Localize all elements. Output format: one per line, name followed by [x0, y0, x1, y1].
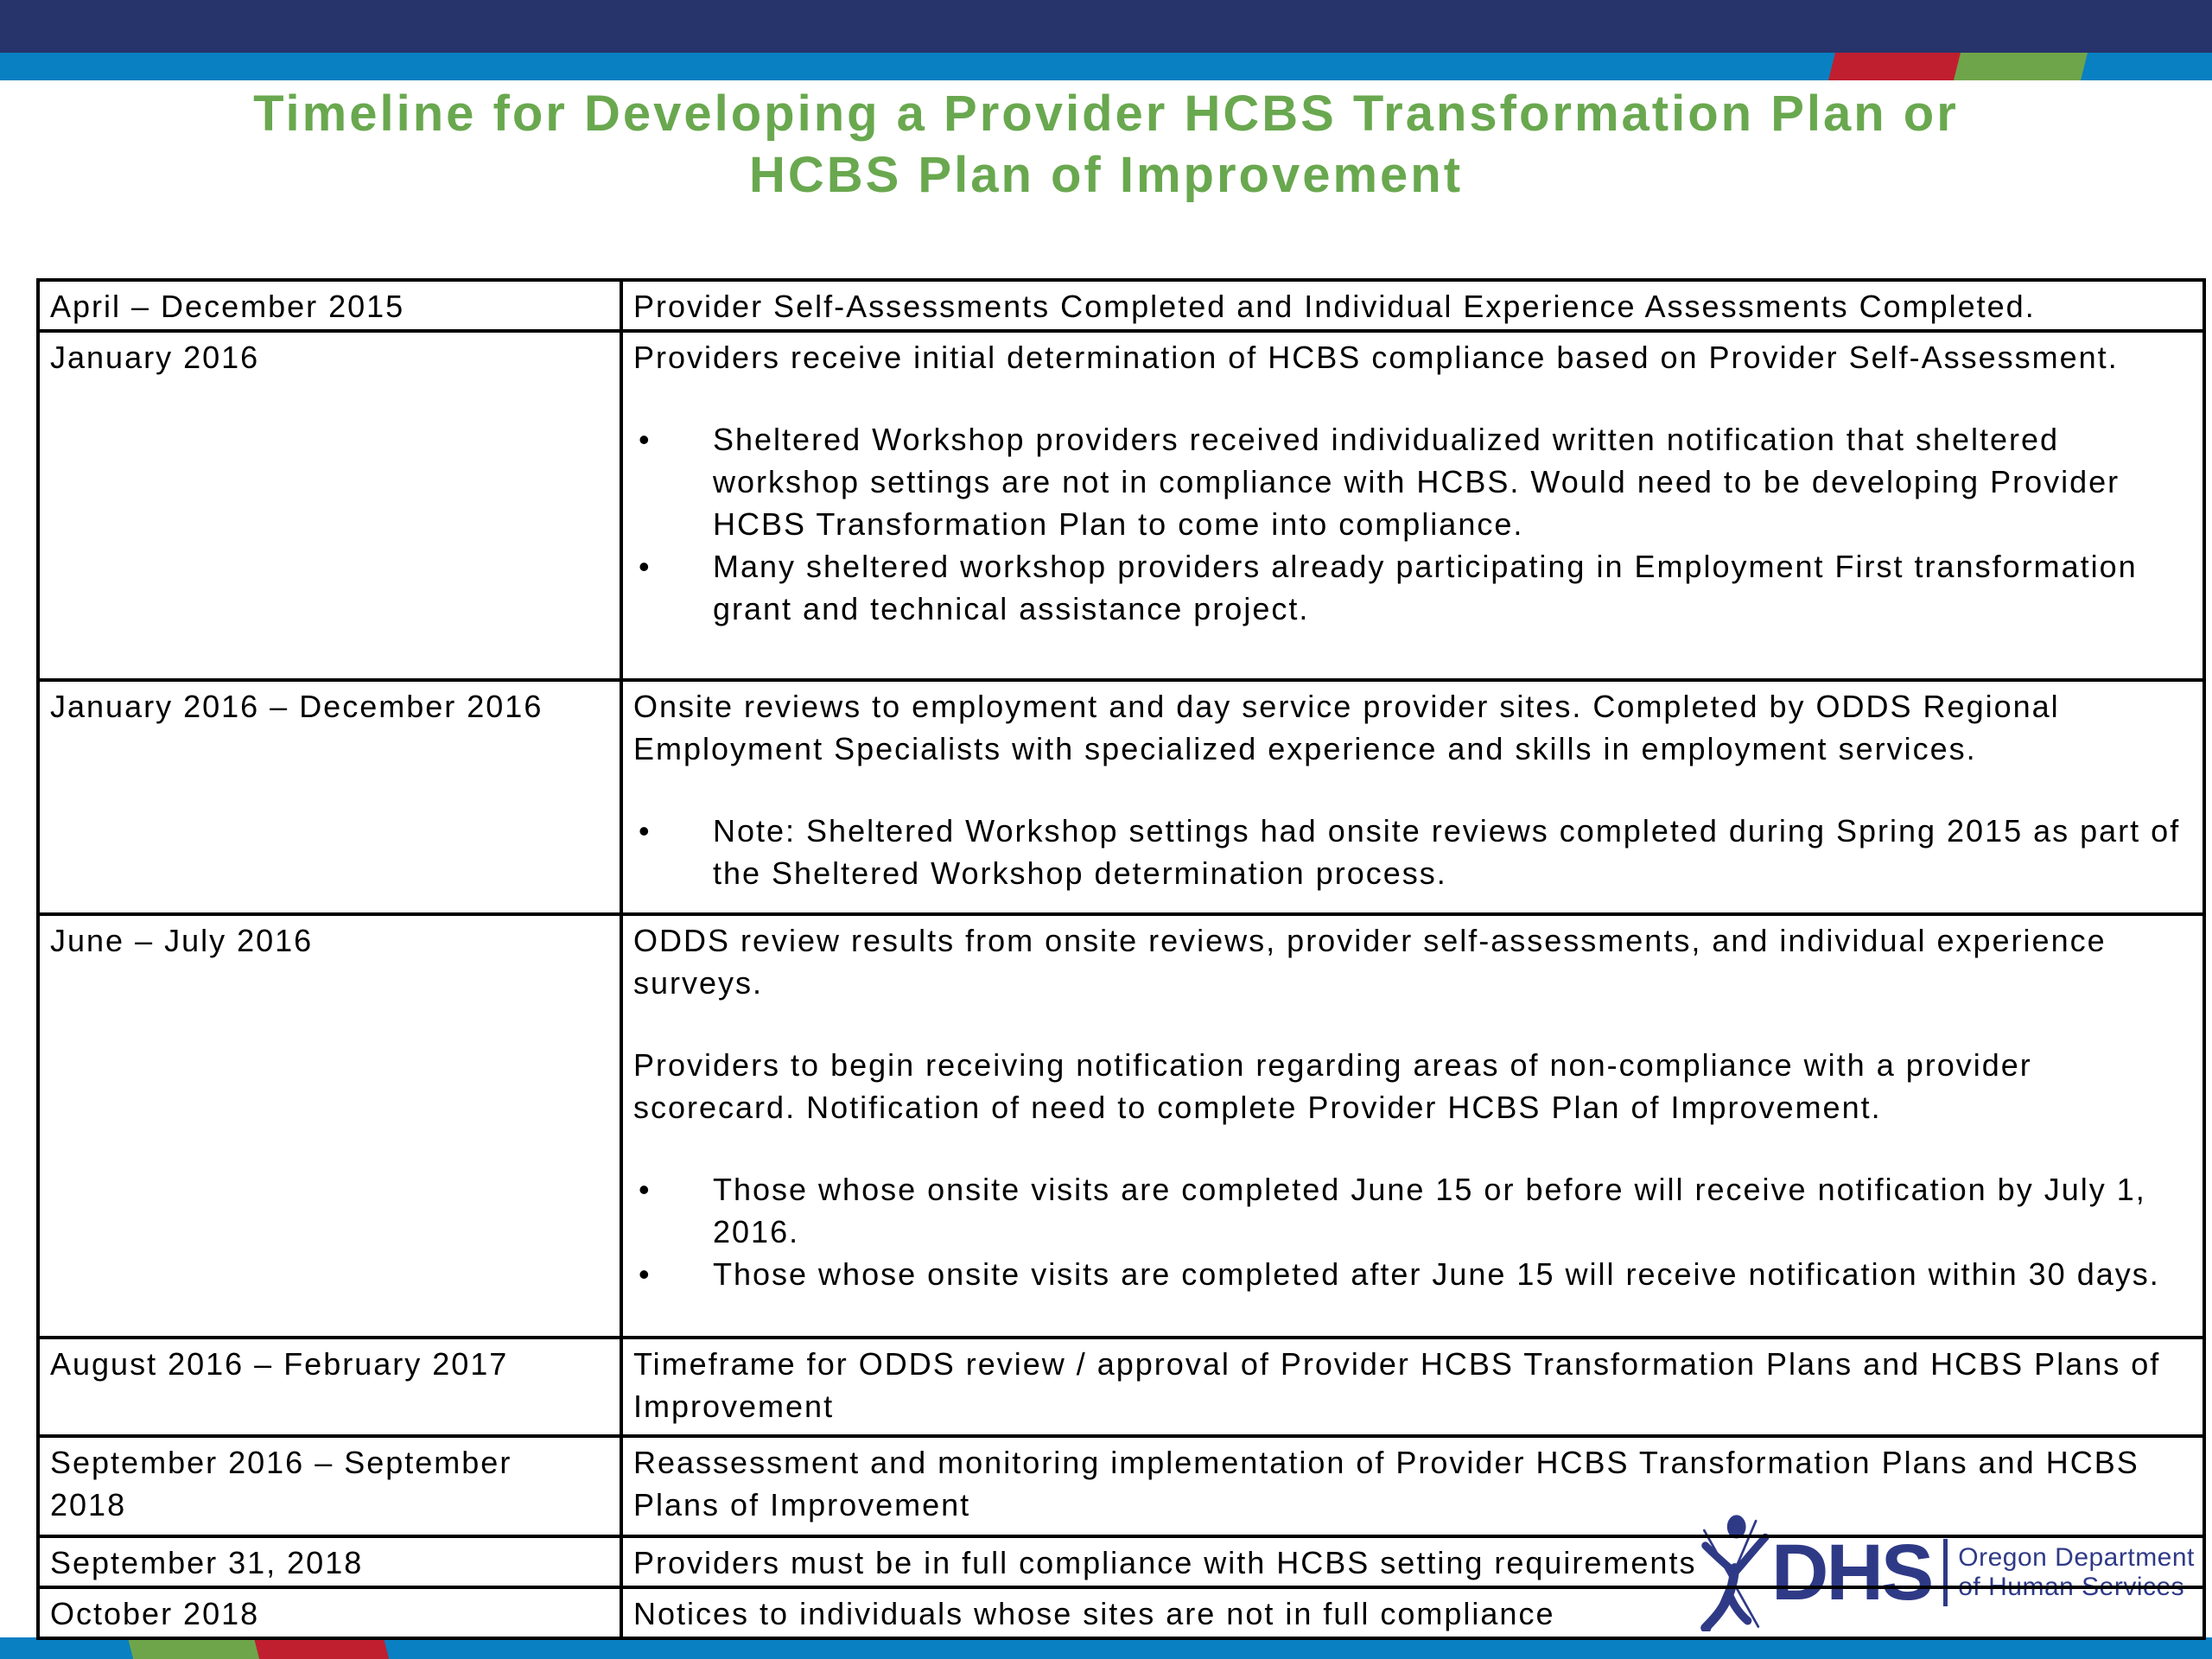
- bullet-list: Those whose onsite visits are completed …: [633, 1168, 2194, 1295]
- description-cell: Providers receive initial determination …: [620, 329, 2206, 682]
- bottom-stripe-red-segment: [253, 1637, 390, 1659]
- table-row: September 2016 – September 2018 Reassessm…: [36, 1434, 2206, 1538]
- top-stripe-green-segment: [1954, 53, 2088, 80]
- bullet-item: Many sheltered workshop providers alread…: [633, 545, 2194, 630]
- description-cell: Timeframe for ODDS review / approval of …: [620, 1336, 2206, 1438]
- timeline-table: April – December 2015 Provider Self-Asses…: [36, 278, 2206, 1640]
- date-cell: January 2016 – December 2016: [36, 678, 623, 916]
- table-row: October 2018 Notices to individuals whose…: [36, 1586, 2206, 1640]
- description-paragraph: Providers receive initial determination …: [633, 340, 2119, 375]
- description-paragraph: Provider Self-Assessments Completed and …: [633, 289, 2036, 324]
- table-row: January 2016 Providers receive initial de…: [36, 329, 2206, 682]
- description-paragraph: Providers must be in full compliance wit…: [633, 1545, 1697, 1580]
- description-cell: Onsite reviews to employment and day ser…: [620, 678, 2206, 916]
- description-paragraph: Notices to individuals whose sites are n…: [633, 1596, 1555, 1631]
- table-row: June – July 2016 ODDS review results from…: [36, 912, 2206, 1339]
- bullet-list: Sheltered Workshop providers received in…: [633, 418, 2194, 630]
- date-cell: September 2016 – September 2018: [36, 1434, 623, 1538]
- table-row: January 2016 – December 2016 Onsite revie…: [36, 678, 2206, 916]
- bullet-item: Note: Sheltered Workshop settings had on…: [633, 810, 2194, 894]
- description-cell: Notices to individuals whose sites are n…: [620, 1586, 2206, 1640]
- description-cell: ODDS review results from onsite reviews,…: [620, 912, 2206, 1339]
- table-row: April – December 2015 Provider Self-Asses…: [36, 278, 2206, 333]
- date-cell: October 2018: [36, 1586, 623, 1640]
- description-cell: Provider Self-Assessments Completed and …: [620, 278, 2206, 333]
- date-cell: August 2016 – February 2017: [36, 1336, 623, 1438]
- description-paragraph: Onsite reviews to employment and day ser…: [633, 689, 2060, 766]
- top-stripe-red-segment: [1828, 53, 1962, 80]
- slide-title-line-2: HCBS Plan of Improvement: [748, 147, 1464, 203]
- date-cell: January 2016: [36, 329, 623, 682]
- bullet-item: Sheltered Workshop providers received in…: [633, 418, 2194, 545]
- description-paragraph: ODDS review results from onsite reviews,…: [633, 923, 2107, 1001]
- date-cell: June – July 2016: [36, 912, 623, 1339]
- description-paragraph: Reassessment and monitoring implementati…: [633, 1445, 2139, 1522]
- slide-title: Timeline for Developing a Provider HCBS …: [0, 83, 2212, 206]
- description-paragraph: Providers to begin receiving notificatio…: [633, 1047, 2032, 1125]
- bottom-stripe-green-segment: [127, 1637, 260, 1659]
- top-navy-bar: [0, 0, 2212, 53]
- description-paragraph: Timeframe for ODDS review / approval of …: [633, 1346, 2161, 1424]
- description-cell: Reassessment and monitoring implementati…: [620, 1434, 2206, 1538]
- top-blue-stripe: [0, 53, 2212, 80]
- bullet-item: Those whose onsite visits are completed …: [633, 1253, 2194, 1295]
- table-row: August 2016 – February 2017 Timeframe for…: [36, 1336, 2206, 1438]
- slide-title-line-1: Timeline for Developing a Provider HCBS …: [253, 86, 1959, 142]
- bullet-item: Those whose onsite visits are completed …: [633, 1168, 2194, 1253]
- date-cell: April – December 2015: [36, 278, 623, 333]
- description-cell: Providers must be in full compliance wit…: [620, 1535, 2206, 1589]
- date-cell: September 31, 2018: [36, 1535, 623, 1589]
- bullet-list: Note: Sheltered Workshop settings had on…: [633, 810, 2194, 894]
- table-row: September 31, 2018 Providers must be in f…: [36, 1535, 2206, 1589]
- bottom-blue-stripe: [0, 1637, 2212, 1659]
